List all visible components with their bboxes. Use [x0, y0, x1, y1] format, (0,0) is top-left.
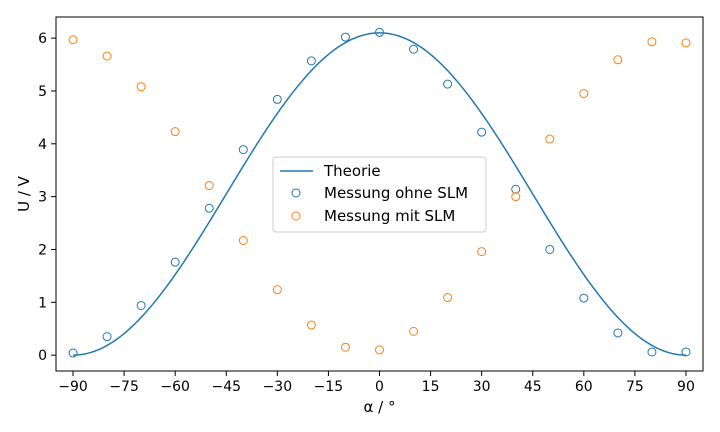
- point-messung-ohne-slm: [170, 257, 180, 267]
- y-tick-label: 2: [38, 242, 47, 258]
- point-messung-mit-slm: [443, 293, 453, 303]
- point-messung-ohne-slm: [511, 184, 521, 194]
- point-messung-ohne-slm: [204, 203, 214, 213]
- x-tick-label: −75: [109, 379, 139, 395]
- point-messung-ohne-slm: [613, 328, 623, 338]
- point-messung-mit-slm: [579, 89, 589, 99]
- y-tick-label: 3: [38, 190, 47, 206]
- point-messung-mit-slm: [613, 55, 623, 65]
- x-axis: −90 −75 −60 −45 −30 −15 0 15 30 45 60 75 90: [58, 371, 695, 395]
- point-messung-ohne-slm: [443, 79, 453, 89]
- legend-label-ohne: Messung ohne SLM: [324, 184, 468, 202]
- legend-label-theorie: Theorie: [323, 162, 381, 180]
- x-tick-label: 75: [626, 379, 644, 395]
- point-messung-mit-slm: [306, 320, 316, 330]
- x-tick-label: 30: [473, 379, 491, 395]
- x-tick-label: 45: [524, 379, 542, 395]
- point-messung-ohne-slm: [477, 127, 487, 137]
- point-messung-mit-slm: [477, 247, 487, 257]
- x-tick-label: −15: [314, 379, 344, 395]
- point-messung-mit-slm: [375, 345, 384, 355]
- x-tick-label: −30: [263, 379, 293, 395]
- point-messung-mit-slm: [136, 82, 146, 92]
- point-messung-ohne-slm: [340, 32, 350, 42]
- point-messung-mit-slm: [409, 326, 419, 336]
- point-messung-ohne-slm: [579, 293, 589, 303]
- point-messung-mit-slm: [102, 51, 112, 61]
- point-messung-ohne-slm: [136, 300, 146, 310]
- legend-box: [272, 156, 487, 233]
- x-tick-label: 0: [375, 379, 384, 395]
- point-messung-mit-slm: [340, 342, 350, 352]
- point-messung-ohne-slm: [375, 27, 384, 37]
- point-messung-mit-slm: [511, 192, 521, 202]
- point-messung-mit-slm: [170, 127, 180, 137]
- point-messung-mit-slm: [68, 35, 78, 45]
- x-axis-label: α / °: [364, 398, 396, 416]
- y-tick-label: 1: [38, 295, 47, 311]
- point-messung-mit-slm: [545, 134, 555, 144]
- legend: Theorie Messung ohne SLM Messung mit SLM: [272, 156, 487, 233]
- x-tick-label: 90: [677, 379, 695, 395]
- y-tick-label: 6: [38, 31, 47, 47]
- point-messung-ohne-slm: [272, 94, 282, 104]
- point-messung-ohne-slm: [545, 244, 555, 254]
- y-tick-label: 5: [38, 84, 47, 100]
- point-messung-mit-slm: [204, 181, 214, 191]
- legend-label-mit: Messung mit SLM: [324, 207, 455, 225]
- point-messung-ohne-slm: [306, 56, 316, 66]
- point-messung-ohne-slm: [68, 348, 78, 358]
- point-messung-mit-slm: [238, 235, 248, 245]
- point-messung-mit-slm: [681, 38, 691, 48]
- series-theorie-line: [73, 32, 686, 356]
- legend-marker-ohne: [291, 188, 301, 198]
- x-tick-label: −45: [211, 379, 241, 395]
- y-axis: 0 1 2 3 4 5 6: [38, 31, 56, 364]
- y-axis-label: U / V: [15, 175, 33, 212]
- y-tick-label: 0: [38, 348, 47, 364]
- legend-marker-mit: [291, 211, 301, 221]
- x-tick-label: −90: [58, 379, 88, 395]
- x-tick-label: 15: [422, 379, 440, 395]
- x-tick-label: −60: [160, 379, 190, 395]
- point-messung-ohne-slm: [102, 332, 112, 342]
- point-messung-mit-slm: [647, 37, 657, 47]
- point-messung-ohne-slm: [238, 145, 248, 155]
- point-messung-ohne-slm: [647, 347, 657, 357]
- plot-area: [68, 27, 691, 358]
- point-messung-ohne-slm: [681, 347, 691, 357]
- x-tick-label: 60: [575, 379, 593, 395]
- point-messung-ohne-slm: [409, 44, 419, 54]
- y-tick-label: 4: [38, 137, 47, 153]
- point-messung-mit-slm: [272, 285, 282, 295]
